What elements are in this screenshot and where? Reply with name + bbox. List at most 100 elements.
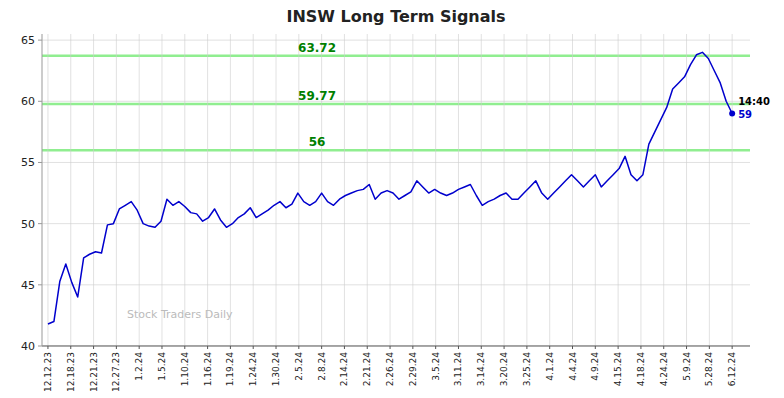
x-tick	[686, 346, 687, 349]
grid-line	[207, 34, 208, 346]
grid-line	[70, 34, 71, 346]
grid-line	[161, 34, 162, 346]
y-axis	[42, 34, 43, 346]
grid-line	[42, 162, 750, 163]
grid-line	[42, 284, 750, 285]
x-tick	[572, 346, 573, 349]
x-tick-label: 12.18.23	[66, 352, 76, 392]
last-time: 14:40	[738, 96, 770, 107]
y-tick-label: 40	[21, 340, 35, 353]
grid-line	[47, 34, 48, 346]
x-tick	[709, 346, 710, 349]
x-tick-label: 1.19.24	[225, 352, 235, 387]
watermark: Stock Traders Daily	[127, 308, 233, 321]
x-tick	[70, 346, 71, 349]
x-tick	[640, 346, 641, 349]
x-tick	[253, 346, 254, 349]
grid-line	[276, 34, 277, 346]
x-tick-label: 1.5.24	[157, 352, 167, 381]
x-tick-label: 6.12.24	[727, 352, 737, 387]
x-tick	[298, 346, 299, 349]
grid-line	[116, 34, 117, 346]
grid-line	[230, 34, 231, 346]
grid-line	[709, 34, 710, 346]
signal-line	[42, 149, 750, 152]
x-tick	[435, 346, 436, 349]
title: INSW Long Term Signals	[286, 7, 505, 26]
x-tick	[481, 346, 482, 349]
y-tick	[38, 223, 42, 224]
x-tick	[732, 346, 733, 349]
grid-line	[42, 40, 750, 41]
x-tick-label: 1.2.24	[134, 352, 144, 381]
x-tick-label: 2.21.24	[362, 352, 372, 387]
x-tick-label: 3.11.24	[453, 352, 463, 387]
x-tick	[595, 346, 596, 349]
x-tick-label: 2.8.24	[317, 352, 327, 381]
grid-line	[321, 34, 322, 346]
grid-line	[298, 34, 299, 346]
x-tick	[412, 346, 413, 349]
x-tick	[367, 346, 368, 349]
grid-line	[93, 34, 94, 346]
x-tick-label: 3.5.24	[431, 352, 441, 381]
x-tick	[207, 346, 208, 349]
x-tick	[504, 346, 505, 349]
last-price: 59	[738, 109, 752, 120]
y-tick	[38, 284, 42, 285]
grid-line	[640, 34, 641, 346]
grid-line	[42, 101, 750, 102]
x-tick-label: 3.25.24	[522, 352, 532, 387]
x-tick-label: 2.14.24	[339, 352, 349, 387]
grid-line	[549, 34, 550, 346]
y-tick	[38, 346, 42, 347]
signal-label: 59.77	[298, 89, 336, 103]
last-point	[729, 111, 735, 117]
y-tick-label: 65	[21, 34, 35, 47]
x-axis	[42, 345, 750, 346]
y-tick-label: 50	[21, 218, 35, 231]
x-tick	[344, 346, 345, 349]
y-tick-label: 55	[21, 156, 35, 169]
grid-line	[572, 34, 573, 346]
price-line	[48, 52, 732, 324]
chart: INSW Long Term Signals Stock Traders Dail…	[0, 0, 784, 398]
x-tick-label: 2.5.24	[294, 352, 304, 381]
x-tick-label: 12.27.23	[111, 352, 121, 392]
grid-line	[253, 34, 254, 346]
grid-line	[390, 34, 391, 346]
grid-line	[42, 346, 750, 347]
y-tick-label: 60	[21, 95, 35, 108]
grid-line	[663, 34, 664, 346]
x-tick-label: 4.15.24	[613, 352, 623, 387]
x-tick-label: 12.12.23	[43, 352, 53, 392]
y-tick	[38, 162, 42, 163]
signal-label: 56	[309, 135, 326, 149]
x-tick	[161, 346, 162, 349]
grid-line	[686, 34, 687, 346]
x-tick-label: 1.16.24	[203, 352, 213, 387]
grid-line	[344, 34, 345, 346]
x-tick	[93, 346, 94, 349]
grid-line	[367, 34, 368, 346]
x-tick-label: 4.9.24	[590, 352, 600, 381]
signal-line	[42, 55, 750, 58]
x-tick-label: 2.29.24	[408, 352, 418, 387]
x-tick	[663, 346, 664, 349]
x-tick-label: 3.20.24	[499, 352, 509, 387]
grid-line	[139, 34, 140, 346]
grid-line	[595, 34, 596, 346]
x-tick-label: 2.26.24	[385, 352, 395, 387]
x-tick-label: 5.9.24	[682, 352, 692, 381]
grid-line	[184, 34, 185, 346]
x-tick	[230, 346, 231, 349]
grid-line	[618, 34, 619, 346]
x-tick	[47, 346, 48, 349]
x-tick	[139, 346, 140, 349]
y-tick-label: 45	[21, 279, 35, 292]
x-tick-label: 4.4.24	[568, 352, 578, 381]
x-tick	[390, 346, 391, 349]
x-tick	[321, 346, 322, 349]
x-tick-label: 4.18.24	[636, 352, 646, 387]
x-tick	[116, 346, 117, 349]
